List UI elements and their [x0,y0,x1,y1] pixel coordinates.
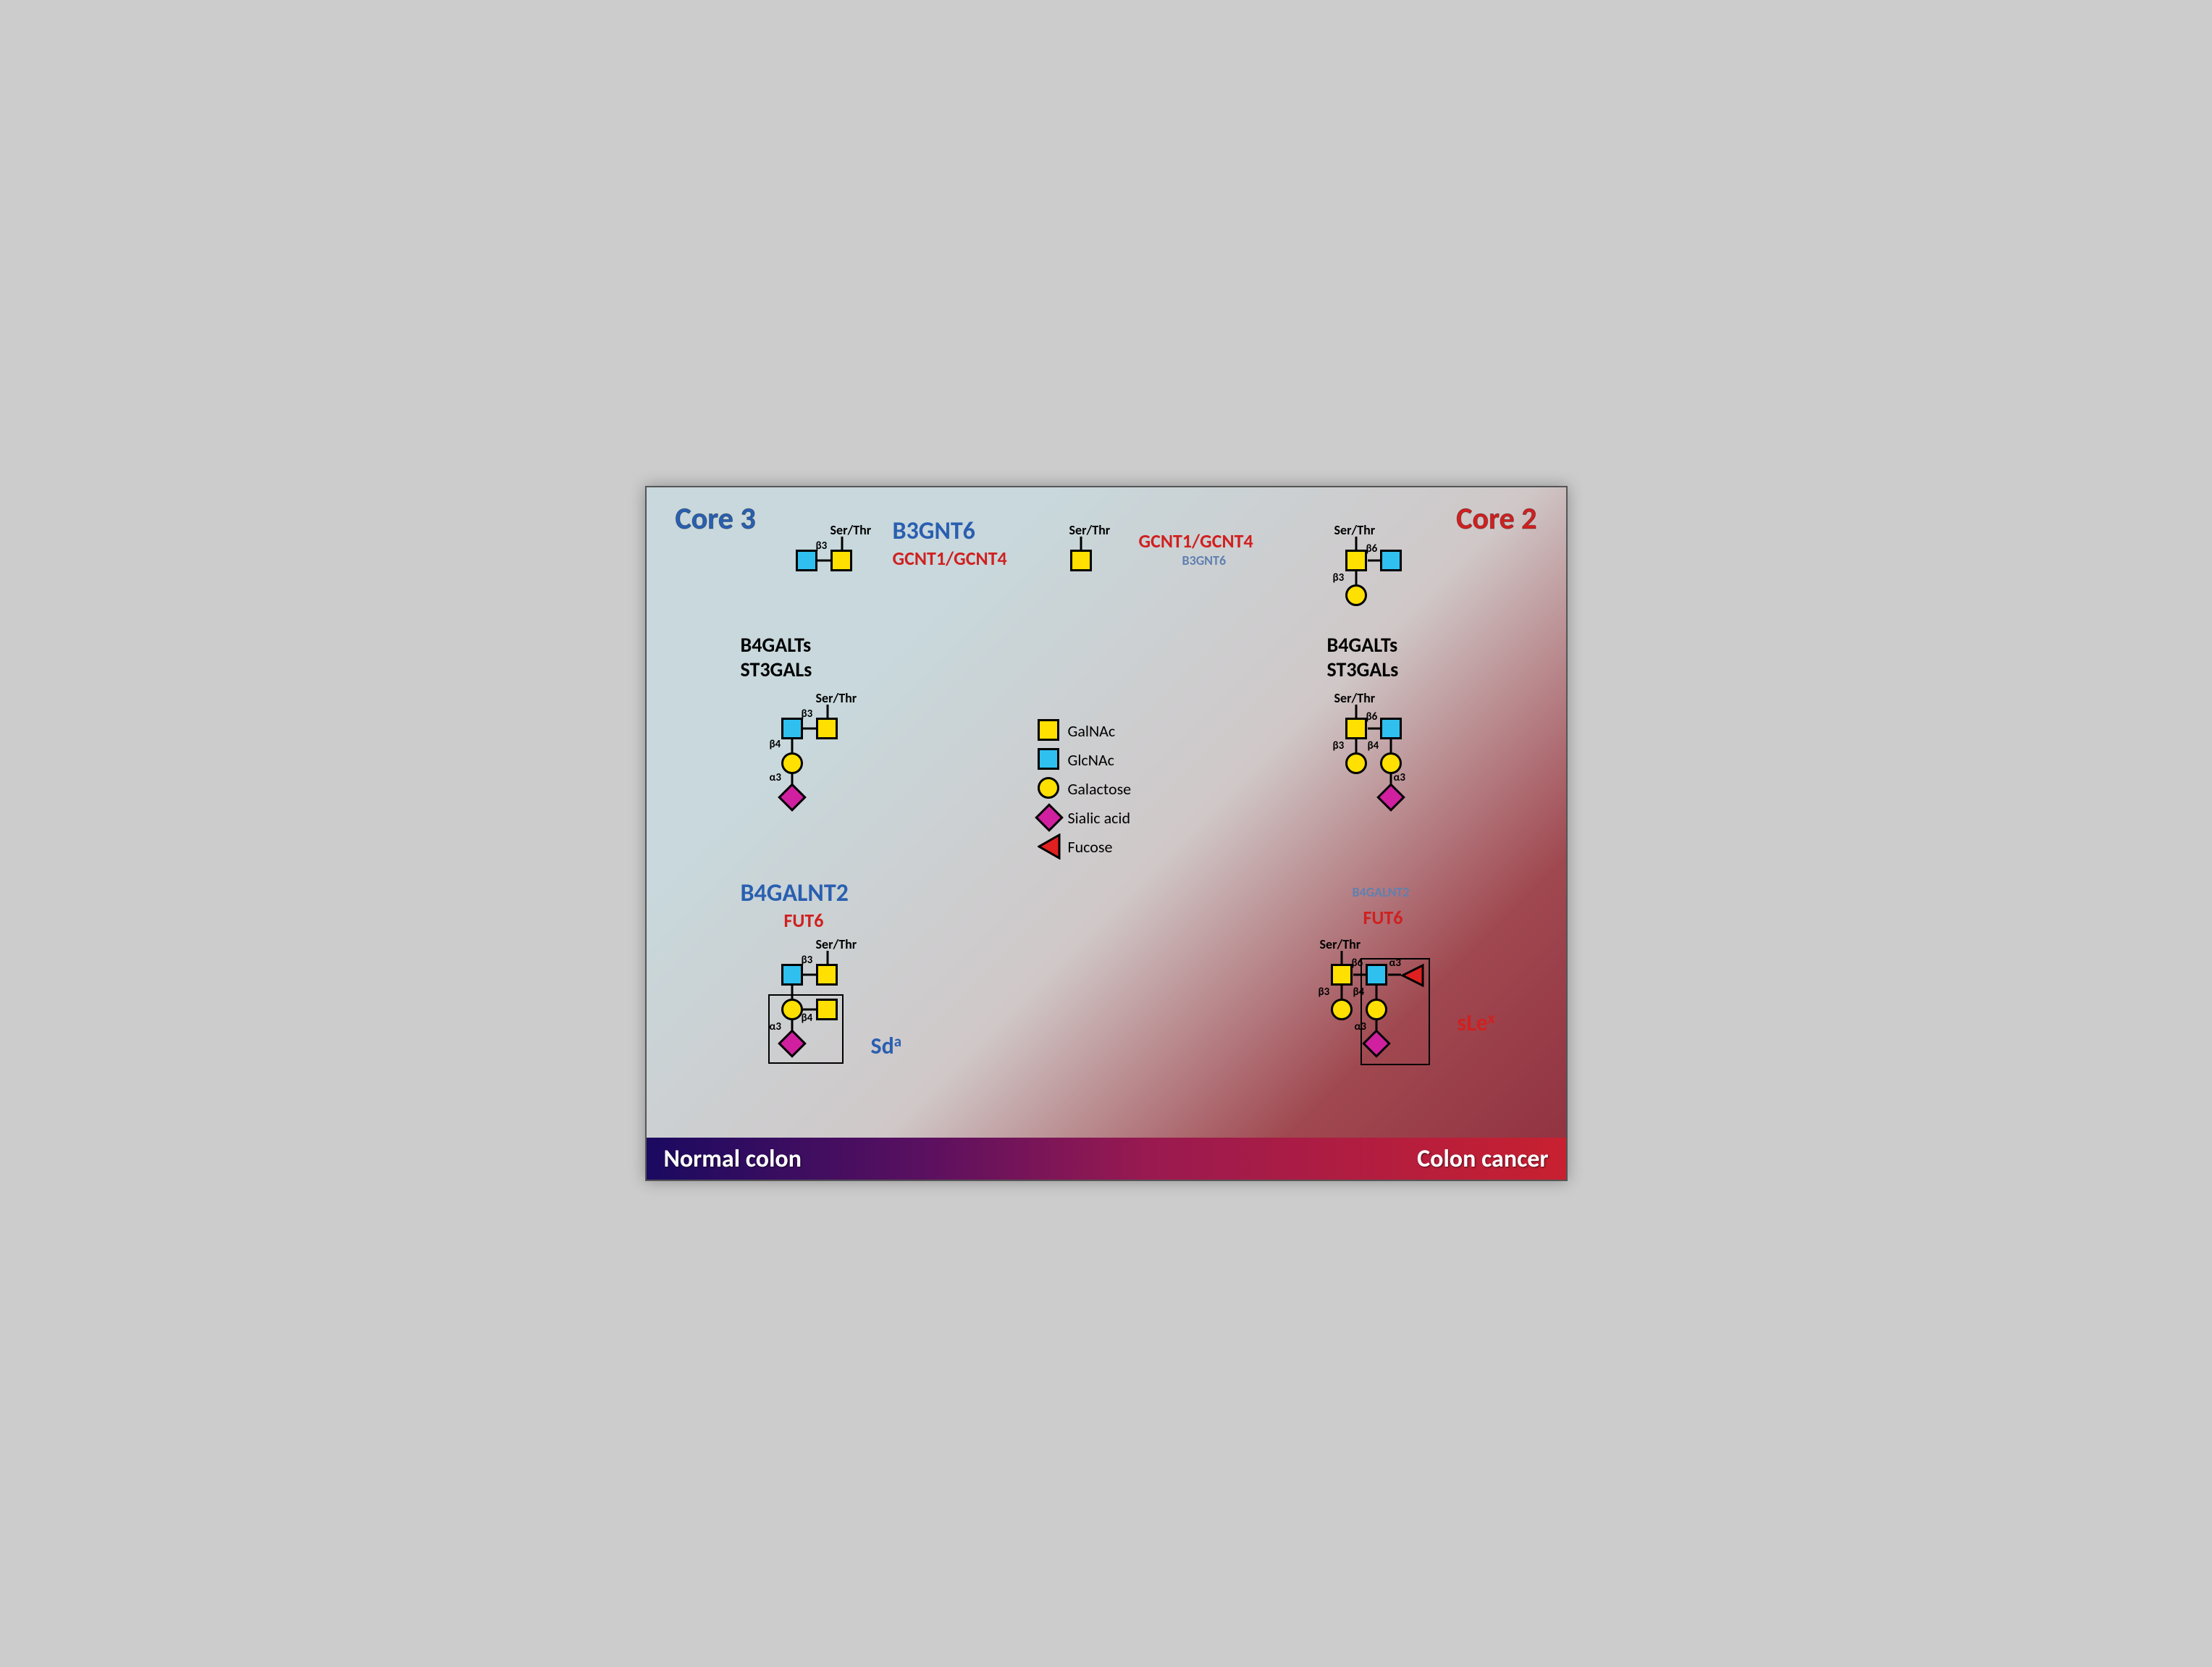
legend-galnac: GalNAc [1038,719,1116,742]
glcnac-icon [781,718,803,739]
galnac-icon [830,550,852,571]
slide: Core 3 Core 2 B3GNT6 GCNT1/GCNT4 GCNT1/G… [645,486,1568,1181]
st3gals-left: ST3GALs [741,657,812,682]
galactose-icon [1345,584,1367,606]
legend-glcnac: GlcNAc [1038,748,1114,771]
galactose-icon [1038,777,1059,799]
legend-label: GlcNAc [1068,750,1114,770]
galactose-icon [1380,752,1402,774]
link-b3: β3 [1333,739,1345,752]
sialic-icon [1035,803,1064,832]
b3gnt6-large: B3GNT6 [893,516,975,546]
galnac-icon [1038,719,1059,741]
gcnt-right: GCNT1/GCNT4 [1139,529,1253,553]
core3-header: Core 3 [676,500,756,537]
galnac-icon [816,718,838,739]
galnac-icon [816,964,838,986]
galactose-icon [781,752,803,774]
core2-header: Core 2 [1456,500,1536,537]
normal-colon-label: Normal colon [664,1144,802,1174]
legend-label: Fucose [1068,837,1113,857]
fut6-left: FUT6 [784,909,824,932]
b4galnt2-small: B4GALNT2 [1353,884,1410,900]
content-layer: Core 3 Core 2 B3GNT6 GCNT1/GCNT4 GCNT1/G… [647,487,1566,1180]
galnac-icon [1345,550,1367,571]
link-b6: β6 [1366,710,1378,723]
b4galts-left: B4GALTs [741,632,812,658]
link-b3: β3 [816,539,828,553]
st3gals-right: ST3GALs [1327,657,1399,682]
colon-cancer-label: Colon cancer [1417,1144,1548,1174]
link-b4: β4 [1368,739,1379,752]
link-b3: β3 [802,707,813,721]
gcnt-left: GCNT1/GCNT4 [893,547,1007,570]
bottom-bar: Normal colon Colon cancer [647,1138,1566,1180]
legend-galactose: Galactose [1038,777,1132,800]
galnac-icon [1331,964,1353,986]
link-b6: β6 [1366,542,1378,555]
legend-label: GalNAc [1068,721,1116,741]
link-b3: β3 [802,954,813,967]
galactose-icon [1345,752,1367,774]
glcnac-icon [1038,748,1059,770]
galnac-icon [1070,550,1092,571]
b4galnt2-large: B4GALNT2 [741,878,849,908]
legend-fucose: Fucose [1038,835,1113,858]
b3gnt6-small: B3GNT6 [1182,553,1227,568]
glcnac-icon [1380,550,1402,571]
fut6-right: FUT6 [1363,906,1403,929]
galactose-icon [1331,999,1353,1020]
legend-sialic: Sialic acid [1038,806,1131,829]
link-b3: β3 [1319,986,1330,999]
glcnac-icon [1380,718,1402,739]
slex-box [1361,958,1430,1065]
link-b3: β3 [1333,571,1345,584]
sda-label: Sda [871,1032,902,1060]
link-b4: β4 [770,738,781,751]
galnac-icon [1345,718,1367,739]
legend-label: Sialic acid [1068,808,1131,828]
link-a3: α3 [770,771,781,784]
glcnac-icon [781,964,803,986]
legend-label: Galactose [1068,779,1132,799]
b4galts-right: B4GALTs [1327,632,1398,658]
sda-box [768,994,844,1064]
slex-label: sLex [1458,1009,1495,1037]
glcnac-icon [796,550,817,571]
